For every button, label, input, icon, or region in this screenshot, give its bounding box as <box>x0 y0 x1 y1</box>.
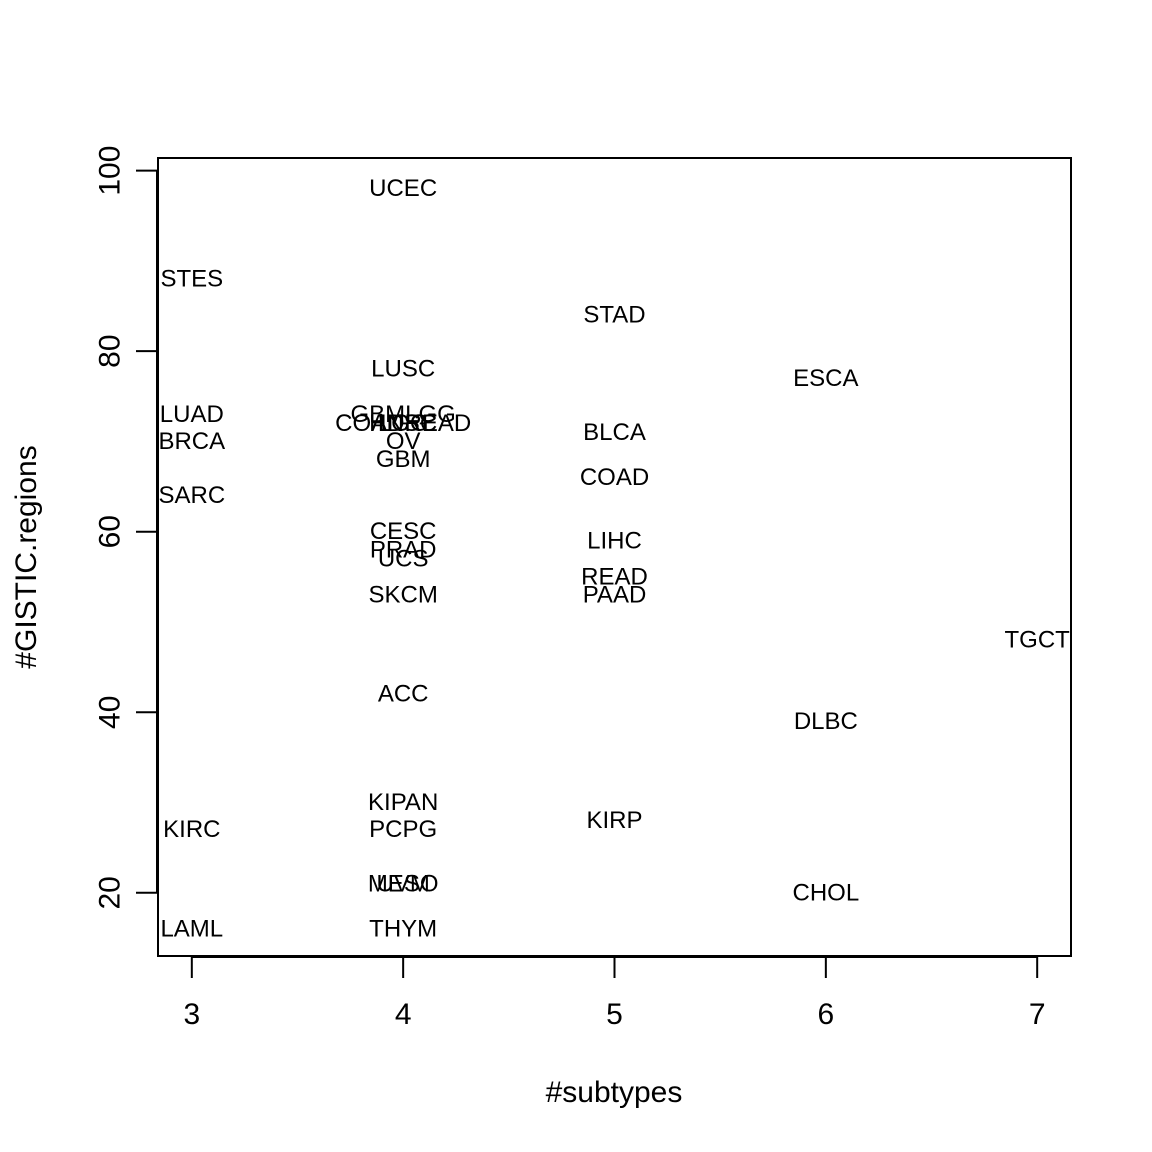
point-label-paad: PAAD <box>583 581 647 608</box>
point-label-pcpg: PCPG <box>369 816 437 843</box>
point-label-ucs: UCS <box>378 545 429 572</box>
point-label-lgg: LGG <box>378 410 429 437</box>
y-tick-label: 60 <box>94 515 127 548</box>
point-label-luad: LUAD <box>160 401 224 428</box>
point-label-gbm: GBM <box>376 446 431 473</box>
x-tick-label: 5 <box>606 998 623 1031</box>
point-label-stad: STAD <box>583 302 645 329</box>
x-tick-label: 3 <box>183 998 200 1031</box>
point-label-gbmlgg: GBMLGG <box>350 401 455 428</box>
y-tick-label: 100 <box>94 146 127 196</box>
x-tick-label: 6 <box>817 998 834 1031</box>
point-label-lihc: LIHC <box>587 527 642 554</box>
y-tick-label: 80 <box>94 334 127 367</box>
point-label-read: READ <box>581 563 648 590</box>
point-label-prad: PRAD <box>370 536 437 563</box>
point-label-sarc: SARC <box>158 482 225 509</box>
y-tick-label: 40 <box>94 696 127 729</box>
y-tick-label: 20 <box>94 876 127 909</box>
point-label-laml: LAML <box>160 915 223 942</box>
point-label-uvm: UVM <box>376 870 429 897</box>
point-label-blca: BLCA <box>583 419 646 446</box>
point-label-lusc: LUSC <box>371 356 435 383</box>
point-label-thym: THYM <box>369 915 437 942</box>
point-label-meso: MESO <box>368 870 439 897</box>
x-axis: 3 4 5 6 7 <box>183 956 1046 1031</box>
point-label-chol: CHOL <box>792 879 859 906</box>
point-label-kirp: KIRP <box>586 807 642 834</box>
point-label-acc: ACC <box>378 681 429 708</box>
point-label-stes: STES <box>160 265 223 292</box>
point-label-tgct: TGCT <box>1005 627 1071 654</box>
point-label-cesc: CESC <box>370 518 437 545</box>
point-label-skcm: SKCM <box>368 581 437 608</box>
y-axis-title: #GISTIC.regions <box>10 445 43 668</box>
point-label-ov: OV <box>386 428 421 455</box>
point-label-coad: COAD <box>580 464 649 491</box>
x-tick-label: 4 <box>395 998 412 1031</box>
point-label-brca: BRCA <box>158 428 225 455</box>
point-label-kirc: KIRC <box>163 816 220 843</box>
x-axis-title: #subtypes <box>546 1076 683 1109</box>
point-label-esca: ESCA <box>793 365 858 392</box>
point-label-hnsc: HNSC <box>369 410 437 437</box>
point-label-coadread: COADREAD <box>335 410 471 437</box>
x-tick-label: 7 <box>1029 998 1046 1031</box>
point-label-kipan: KIPAN <box>368 789 438 816</box>
point-label-dlbc: DLBC <box>794 708 858 735</box>
point-label-ucec: UCEC <box>369 175 437 202</box>
y-axis: 20 40 60 80 100 <box>94 146 158 909</box>
